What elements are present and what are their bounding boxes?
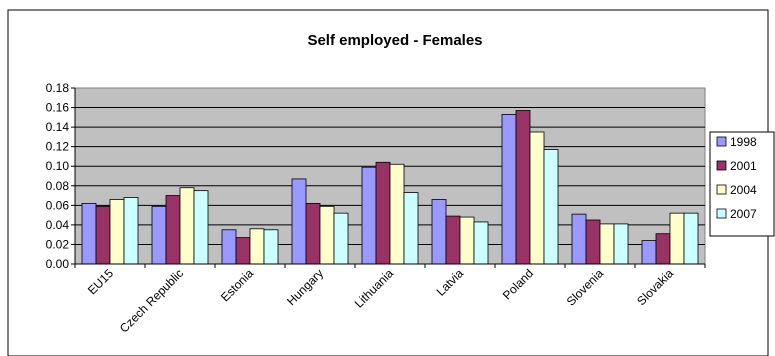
legend-swatch-2007: [716, 208, 727, 219]
bar-latvia-2007: [473, 221, 489, 265]
bar-estonia-2004: [249, 228, 265, 265]
bar-estonia-2007: [263, 229, 279, 265]
legend: 1998 2001 2004 2007: [709, 131, 775, 237]
bar-eu15-2004: [109, 199, 125, 265]
bar-hungary-2001: [305, 202, 321, 265]
legend-box: [709, 131, 775, 237]
bar-slovenia-2001: [585, 219, 601, 265]
bar-hungary-1998: [291, 178, 307, 265]
bar-czech-republic-2004: [179, 187, 195, 265]
y-tick-label: 0.00: [46, 257, 70, 271]
bar-lithuania-2004: [389, 163, 405, 265]
bar-lithuania-1998: [361, 166, 377, 265]
y-tick-label: 0.10: [46, 159, 70, 173]
bar-latvia-1998: [431, 199, 447, 265]
y-tick-label: 0.08: [46, 179, 70, 193]
bar-latvia-2001: [445, 215, 461, 265]
legend-label-2007: 2007: [730, 207, 757, 221]
bar-slovakia-2001: [655, 233, 671, 265]
bar-poland-1998: [501, 114, 517, 265]
bar-latvia-2004: [459, 216, 475, 265]
y-tick-label: 0.12: [46, 140, 70, 154]
bar-slovenia-2004: [599, 223, 615, 265]
y-tick-label: 0.06: [46, 198, 70, 212]
bar-eu15-1998: [81, 202, 97, 265]
bar-czech-republic-2007: [193, 190, 209, 265]
legend-swatch-2004: [716, 184, 727, 195]
bar-eu15-2007: [123, 197, 139, 265]
bar-poland-2004: [529, 131, 545, 265]
bar-estonia-2001: [235, 237, 251, 265]
y-tick-label: 0.18: [46, 81, 70, 95]
y-tick-label: 0.14: [46, 120, 70, 134]
bar-slovakia-2007: [683, 212, 699, 265]
bar-lithuania-2007: [403, 192, 419, 265]
bar-hungary-2004: [319, 205, 335, 265]
bar-hungary-2007: [333, 212, 349, 265]
bar-czech-republic-1998: [151, 205, 167, 265]
bar-eu15-2001: [95, 205, 111, 265]
legend-label-2001: 2001: [730, 159, 757, 173]
bar-estonia-1998: [221, 229, 237, 265]
y-tick-label: 0.02: [46, 237, 70, 251]
chart-title: Self employed - Females: [307, 32, 482, 49]
y-tick-label: 0.04: [46, 218, 70, 232]
bar-czech-republic-2001: [165, 195, 181, 265]
legend-label-1998: 1998: [730, 135, 757, 149]
legend-swatch-1998: [716, 136, 727, 147]
bar-poland-2007: [543, 149, 559, 265]
y-axis-ticks: 0.00 0.02 0.04 0.06 0.08 0.10 0.12 0.14 0.16 0.18: [46, 81, 75, 271]
bar-lithuania-2001: [375, 161, 391, 265]
legend-label-2004: 2004: [730, 183, 757, 197]
bar-slovakia-2004: [669, 212, 685, 265]
bar-slovenia-2007: [613, 223, 629, 265]
legend-swatch-2001: [716, 160, 727, 171]
bar-poland-2001: [515, 110, 531, 265]
bars: [81, 110, 699, 265]
bar-slovenia-1998: [571, 213, 587, 265]
y-tick-label: 0.16: [46, 101, 70, 115]
bar-slovakia-1998: [641, 240, 657, 265]
